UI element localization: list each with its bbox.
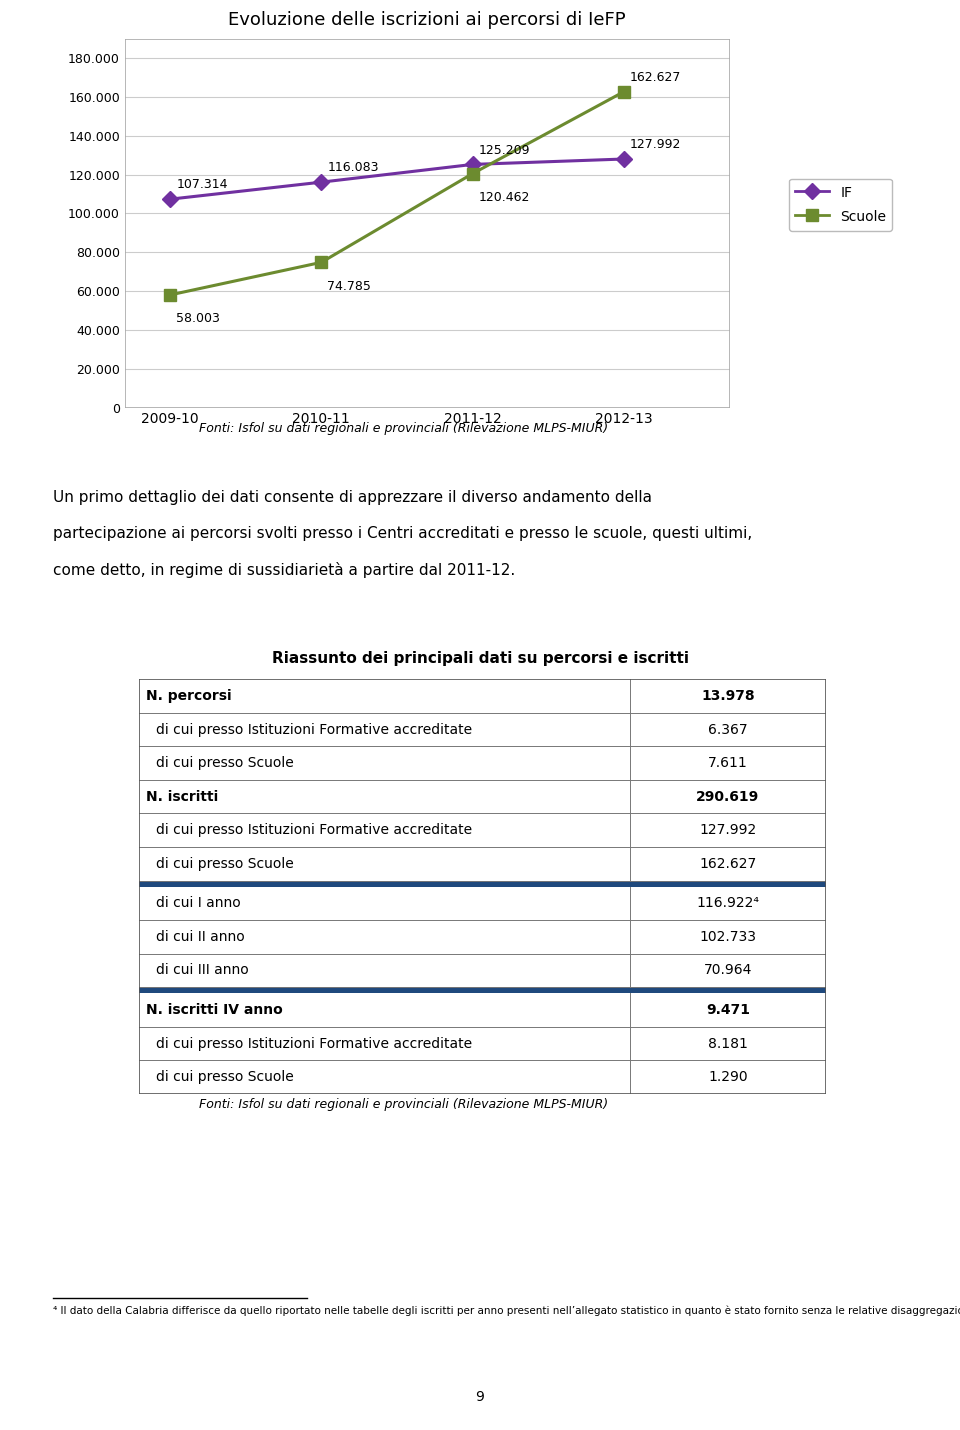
Text: 290.619: 290.619 bbox=[696, 789, 759, 804]
Text: N. percorsi: N. percorsi bbox=[146, 689, 231, 704]
Text: 58.003: 58.003 bbox=[177, 312, 220, 326]
Text: Riassunto dei principali dati su percorsi e iscritti: Riassunto dei principali dati su percors… bbox=[272, 651, 688, 665]
Text: di cui presso Istituzioni Formative accreditate: di cui presso Istituzioni Formative accr… bbox=[156, 722, 472, 736]
Bar bbox=[139, 987, 826, 994]
Bar bbox=[139, 1027, 826, 1061]
Bar bbox=[139, 746, 826, 779]
Bar bbox=[125, 39, 730, 408]
Text: 13.978: 13.978 bbox=[701, 689, 755, 704]
Text: di cui presso Scuole: di cui presso Scuole bbox=[156, 756, 294, 771]
Text: 116.083: 116.083 bbox=[327, 162, 379, 174]
Text: Un primo dettaglio dei dati consente di apprezzare il diverso andamento della: Un primo dettaglio dei dati consente di … bbox=[53, 490, 652, 505]
Text: 116.922⁴: 116.922⁴ bbox=[696, 897, 759, 911]
Text: 74.785: 74.785 bbox=[327, 280, 372, 293]
Text: 107.314: 107.314 bbox=[177, 179, 228, 192]
Text: 9: 9 bbox=[475, 1390, 485, 1404]
Text: 127.992: 127.992 bbox=[630, 139, 682, 152]
Text: di cui presso Scuole: di cui presso Scuole bbox=[156, 1070, 294, 1084]
Text: di cui presso Istituzioni Formative accreditate: di cui presso Istituzioni Formative accr… bbox=[156, 824, 472, 837]
Bar bbox=[139, 881, 826, 887]
Legend: IF, Scuole: IF, Scuole bbox=[789, 179, 892, 230]
Bar bbox=[139, 994, 826, 1027]
Text: 70.964: 70.964 bbox=[704, 964, 752, 978]
Text: 102.733: 102.733 bbox=[699, 930, 756, 944]
Text: 162.627: 162.627 bbox=[699, 857, 756, 871]
Text: 8.181: 8.181 bbox=[708, 1037, 748, 1051]
Text: ⁴ Il dato della Calabria differisce da quello riportato nelle tabelle degli iscr: ⁴ Il dato della Calabria differisce da q… bbox=[53, 1306, 960, 1316]
Text: N. iscritti: N. iscritti bbox=[146, 789, 218, 804]
Text: di cui I anno: di cui I anno bbox=[156, 897, 241, 911]
Text: 6.367: 6.367 bbox=[708, 722, 748, 736]
Text: di cui presso Istituzioni Formative accreditate: di cui presso Istituzioni Formative accr… bbox=[156, 1037, 472, 1051]
Text: 125.209: 125.209 bbox=[479, 143, 530, 157]
Text: 127.992: 127.992 bbox=[699, 824, 756, 837]
Text: N. iscritti IV anno: N. iscritti IV anno bbox=[146, 1002, 283, 1017]
Bar bbox=[139, 1061, 826, 1094]
Text: Fonti: Isfol su dati regionali e provinciali (Rilevazione MLPS-MIUR): Fonti: Isfol su dati regionali e provinc… bbox=[199, 422, 608, 435]
Text: di cui presso Scuole: di cui presso Scuole bbox=[156, 857, 294, 871]
Text: 120.462: 120.462 bbox=[479, 192, 530, 204]
Text: partecipazione ai percorsi svolti presso i Centri accreditati e presso le scuole: partecipazione ai percorsi svolti presso… bbox=[53, 526, 752, 541]
Bar bbox=[139, 679, 826, 712]
Text: come detto, in regime di sussidiarietà a partire dal 2011-12.: come detto, in regime di sussidiarietà a… bbox=[53, 562, 516, 578]
Text: Fonti: Isfol su dati regionali e provinciali (Rilevazione MLPS-MIUR): Fonti: Isfol su dati regionali e provinc… bbox=[199, 1098, 608, 1111]
Text: 7.611: 7.611 bbox=[708, 756, 748, 771]
Bar bbox=[139, 954, 826, 987]
Bar bbox=[139, 919, 826, 954]
Bar bbox=[139, 887, 826, 919]
Text: di cui III anno: di cui III anno bbox=[156, 964, 249, 978]
Text: di cui II anno: di cui II anno bbox=[156, 930, 245, 944]
Bar bbox=[139, 779, 826, 814]
Text: 162.627: 162.627 bbox=[630, 72, 682, 84]
Bar bbox=[139, 712, 826, 746]
Bar bbox=[139, 847, 826, 881]
Title: Evoluzione delle iscrizioni ai percorsi di IeFP: Evoluzione delle iscrizioni ai percorsi … bbox=[228, 10, 626, 29]
Bar bbox=[139, 814, 826, 847]
Text: 9.471: 9.471 bbox=[706, 1002, 750, 1017]
Text: 1.290: 1.290 bbox=[708, 1070, 748, 1084]
